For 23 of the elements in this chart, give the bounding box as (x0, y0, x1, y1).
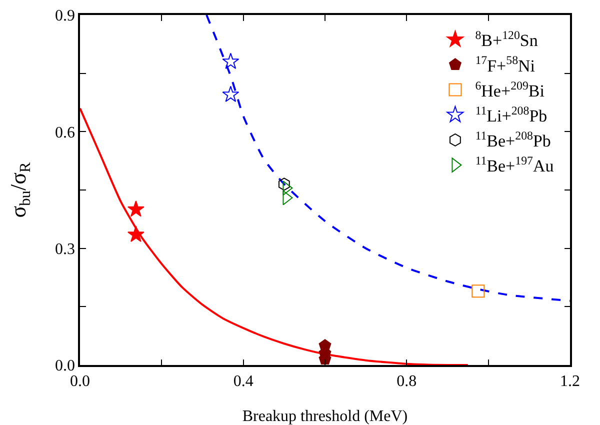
x-tick-label: 0.0 (70, 372, 90, 390)
legend-label: $^{11}$Li+$^{208}$Pb (475, 103, 548, 126)
point (222, 52, 240, 69)
x-tick-label: 1.2 (560, 372, 580, 390)
point (472, 284, 485, 298)
line-series (206, 15, 570, 302)
line-series (80, 107, 469, 365)
legend-label: $^{17}$F+$^{58}$Ni (475, 53, 536, 76)
y-tick-label: 0.0 (55, 358, 76, 375)
point (278, 178, 290, 191)
x-tick-label: 0.8 (396, 372, 417, 390)
point (222, 86, 240, 102)
legend-label: $^{6}$He+$^{209}$Bi (475, 78, 545, 100)
y-tick-label: 0.3 (55, 240, 76, 258)
legend-label: $^{11}$Be+$^{197}$Au (475, 154, 554, 176)
point (127, 200, 144, 217)
y-tick-label: 0.9 (55, 8, 76, 25)
y-tick-label: 0.6 (55, 124, 76, 142)
x-tick-label: 0.4 (233, 372, 254, 390)
x-axis-title: Breakup threshold (MeV) (242, 408, 408, 425)
legend-label: $^{8}$B+$^{120}$Sn (475, 28, 538, 50)
point (127, 226, 144, 242)
legend-label: $^{11}$Be+$^{208}$Pb (475, 128, 551, 151)
